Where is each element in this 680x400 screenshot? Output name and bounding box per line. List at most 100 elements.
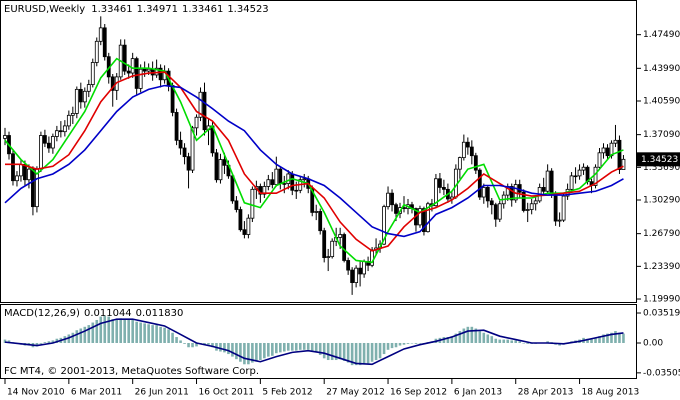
candle-body — [146, 68, 151, 72]
macd-bar — [91, 322, 95, 343]
macd-bar — [314, 342, 318, 353]
candle-body — [19, 163, 23, 177]
macd-bar — [155, 325, 158, 343]
candle-body — [130, 58, 135, 74]
macd-bar — [99, 316, 103, 343]
macd-main: 0.011044 — [84, 308, 132, 319]
macd-title: MACD(12,26,9) — [4, 308, 80, 319]
candle-body — [138, 68, 143, 89]
y-tick-label: 1.26790 — [643, 229, 680, 239]
price-header: EURUSD,Weekly 1.33461 1.34971 1.33461 1.3452… — [4, 4, 269, 15]
candle-body — [174, 112, 179, 141]
x-tick-label: 26 Jun 2011 — [135, 388, 189, 398]
macd-bar — [139, 322, 142, 343]
y-tick-label: 1.40590 — [643, 97, 680, 107]
macd-bar — [143, 323, 146, 343]
candle-body — [15, 175, 19, 182]
macd-bar — [183, 342, 186, 344]
macd-bar — [586, 338, 589, 343]
candle-body — [270, 179, 275, 185]
candle-body — [426, 203, 430, 233]
candle-body — [266, 179, 271, 187]
macd-bar — [87, 325, 91, 343]
candle-body — [569, 175, 574, 190]
macd-bar — [366, 342, 370, 364]
macd-bar — [414, 342, 418, 344]
current-price-box — [637, 152, 680, 167]
macd-bar — [318, 342, 322, 355]
x-tick-label: 27 May 2012 — [326, 388, 385, 398]
macd-bar — [602, 334, 605, 343]
macd-y-tick-label: 0.00 — [643, 338, 663, 348]
macd-bar — [171, 332, 174, 343]
macd-y-tick-label: -0.035053 — [643, 368, 680, 378]
candle-body — [529, 203, 534, 210]
candle-body — [338, 234, 343, 238]
macd-bar — [247, 342, 250, 365]
candle-body — [521, 191, 526, 211]
macd-bar — [510, 340, 514, 343]
candle-body — [74, 88, 79, 114]
macd-bar — [386, 342, 390, 350]
candle-body — [441, 187, 446, 190]
current-price-label: 1.34523 — [641, 155, 678, 165]
macd-bar — [47, 341, 51, 343]
candle-body — [3, 135, 7, 139]
candle-body — [362, 261, 367, 275]
macd-bar — [111, 319, 115, 343]
candle-body — [27, 168, 31, 181]
macd-bar — [187, 342, 190, 348]
macd-bar — [498, 339, 502, 343]
candle-body — [274, 168, 279, 185]
candle-body — [294, 189, 299, 192]
macd-bar — [267, 342, 270, 357]
macd-bar — [478, 331, 482, 343]
candle-body — [573, 175, 578, 178]
candle-body — [90, 62, 95, 85]
candle-body — [465, 141, 470, 148]
candle-body — [222, 159, 227, 166]
candle-body — [230, 175, 235, 202]
plot: 1.47490 1.43990 1.40590 1.37090 1.33690 1.302… — [3, 16, 680, 398]
candle-body — [218, 159, 223, 181]
macd-bar — [298, 342, 302, 350]
macd-bar — [374, 342, 378, 361]
candle-body — [202, 91, 207, 131]
x-tick-label: 16 Oct 2011 — [199, 388, 255, 398]
macd-bar — [167, 329, 170, 343]
candle-body — [597, 152, 602, 168]
candle-body — [545, 170, 550, 192]
candle-body — [290, 173, 295, 191]
macd-bar — [442, 337, 446, 343]
macd-bar — [418, 342, 422, 344]
candle-body — [605, 147, 610, 157]
macd-bar — [402, 342, 406, 345]
moving-average — [5, 71, 624, 252]
candle-body — [194, 116, 199, 129]
macd-bar — [223, 342, 226, 353]
candle-body — [126, 70, 131, 74]
macd-bar — [326, 342, 330, 361]
macd-bar — [506, 339, 510, 343]
macd-bar — [259, 342, 262, 361]
macd-bar — [610, 332, 613, 343]
macd-bar — [203, 342, 206, 345]
candle-body — [318, 211, 323, 232]
macd-bar — [474, 328, 478, 343]
macd-bar — [394, 342, 398, 348]
candle-body — [66, 114, 71, 127]
macd-bar — [514, 340, 518, 343]
candle-body — [477, 169, 482, 198]
macd-bar — [546, 341, 549, 343]
candle-body — [182, 147, 187, 158]
candle-body — [485, 187, 490, 202]
candle-body — [525, 209, 530, 211]
macd-bar — [338, 342, 342, 360]
y-tick-label: 1.33690 — [643, 163, 680, 173]
macd-bar — [362, 342, 366, 365]
candle-body — [82, 90, 87, 103]
candle-body — [178, 139, 183, 149]
header-close: 1.34523 — [227, 4, 268, 15]
macd-bar — [462, 328, 466, 343]
macd-bar — [322, 342, 326, 359]
